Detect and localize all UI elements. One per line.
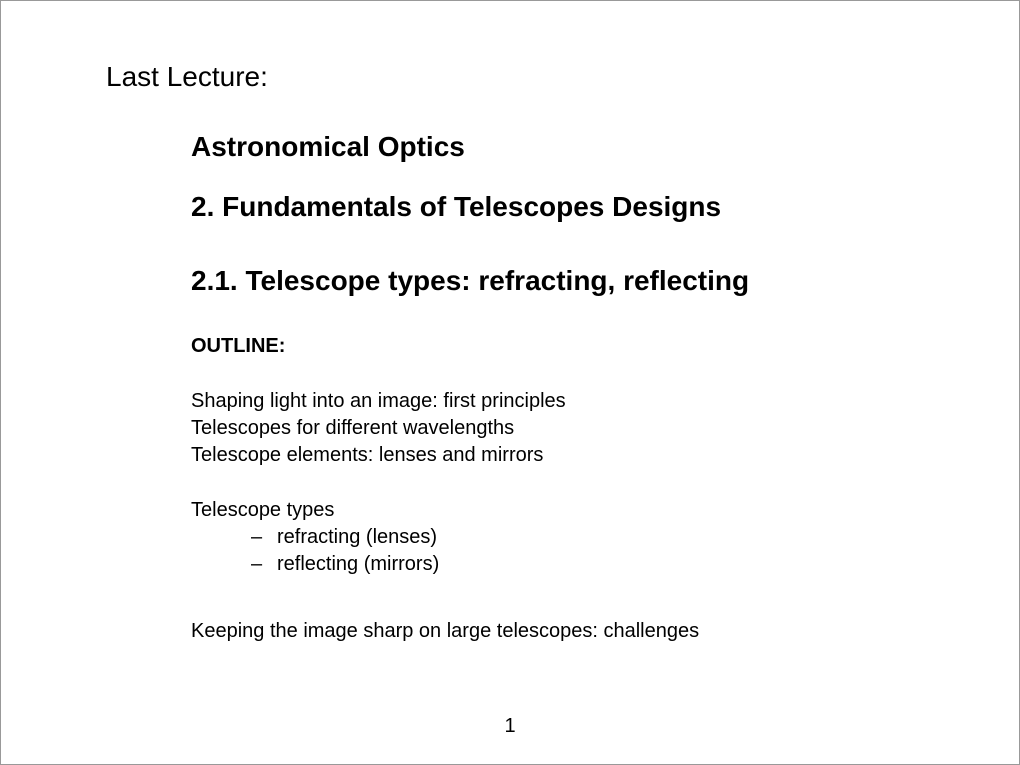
page-number: 1 [1, 715, 1019, 738]
outline-block-1: Shaping light into an image: first princ… [191, 388, 1019, 469]
sublist-item: reflecting (mirrors) [251, 551, 1019, 578]
outline-line: Telescope elements: lenses and mirrors [191, 442, 1019, 469]
last-lecture-label: Last Lecture: [106, 61, 1019, 93]
content-block: Astronomical Optics 2. Fundamentals of T… [191, 131, 1019, 645]
outline-block-2: Telescope types refracting (lenses) refl… [191, 497, 1019, 578]
outline-block-3: Keeping the image sharp on large telesco… [191, 618, 1019, 645]
sublist-item: refracting (lenses) [251, 524, 1019, 551]
outline-line: Telescopes for different wavelengths [191, 415, 1019, 442]
outline-subheading: Telescope types [191, 497, 1019, 524]
sublist-text: refracting (lenses) [277, 526, 437, 548]
outline-label: OUTLINE: [191, 335, 1019, 358]
subsection-heading: 2.1. Telescope types: refracting, reflec… [191, 265, 1019, 297]
outline-sublist: refracting (lenses) reflecting (mirrors) [251, 524, 1019, 578]
outline-line: Shaping light into an image: first princ… [191, 388, 1019, 415]
course-title: Astronomical Optics [191, 131, 1019, 163]
slide-page: Last Lecture: Astronomical Optics 2. Fun… [0, 0, 1020, 765]
sublist-text: reflecting (mirrors) [277, 553, 439, 575]
section-heading: 2. Fundamentals of Telescopes Designs [191, 191, 1019, 223]
